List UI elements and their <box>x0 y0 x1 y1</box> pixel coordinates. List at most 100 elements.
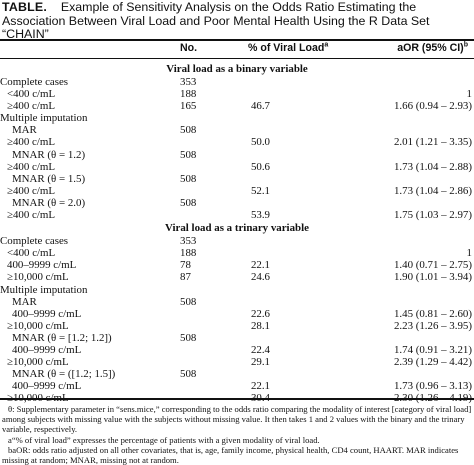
row-label: Multiple imputation <box>0 112 88 125</box>
footnote: θ: Supplementary parameter in “sens.mice… <box>2 404 472 435</box>
table-body: Viral load as a binary variable Complete … <box>0 62 474 404</box>
row-label: MAR <box>12 295 37 308</box>
table-row: MNAR (θ = [1.2; 1.2]) 508 <box>0 332 474 344</box>
cell-aor: 1.74 (0.91 – 3.21) <box>393 343 472 356</box>
row-label: ≥10,000 c/mL <box>7 356 69 369</box>
top-rule <box>0 39 474 41</box>
row-label: ≥10,000 c/mL <box>7 271 69 284</box>
row-label: ≥400 c/mL <box>7 160 56 173</box>
table-footnotes: θ: Supplementary parameter in “sens.mice… <box>2 404 472 465</box>
table-row: MAR 508 <box>0 296 474 308</box>
row-label: ≥10,000 c/mL <box>7 319 69 332</box>
cell-aor: 1.40 (0.71 – 2.75) <box>393 259 472 272</box>
cell-pct: 53.9 <box>250 209 270 222</box>
row-label: Multiple imputation <box>0 283 88 296</box>
row-label: MNAR (θ = 1.2) <box>12 148 86 161</box>
row-label: ≥400 c/mL <box>7 184 56 197</box>
cell-pct: 22.1 <box>250 380 270 393</box>
table-row: ≥400 c/mL 50.6 1.73 (1.04 – 2.88) <box>0 161 474 173</box>
cell-pct: 29.1 <box>250 356 270 369</box>
cell-aor: 1 <box>466 247 472 260</box>
row-label: MNAR (θ = 2.0) <box>12 196 86 209</box>
cell-pct: 24.6 <box>250 271 270 284</box>
cell-aor: 1.75 (1.03 – 2.97) <box>393 209 472 222</box>
header-pct-text: % of Viral Load <box>248 42 325 54</box>
table-caption: TABLE. Example of Sensitivity Analysis o… <box>2 0 470 42</box>
section-title: Viral load as a binary variable <box>166 63 308 75</box>
cell-no: 87 <box>180 271 191 284</box>
footnote: baOR: odds ratio adjusted on all other c… <box>2 444 459 465</box>
table-row: 400–9999 c/mL 22.1 1.73 (0.96 – 3.13) <box>0 380 474 392</box>
cell-no: 508 <box>180 295 197 308</box>
table-row: 400–9999 c/mL 22.4 1.74 (0.91 – 3.21) <box>0 344 474 356</box>
header-aor-text: aOR (95% CI) <box>397 42 464 54</box>
row-label: MAR <box>12 124 37 137</box>
row-label: <400 c/mL <box>7 247 56 260</box>
row-label: 400–9999 c/mL <box>7 259 77 272</box>
row-label: 400–9999 c/mL <box>12 307 82 320</box>
cell-no: 353 <box>180 235 197 248</box>
table-row: Multiple imputation <box>0 284 474 296</box>
table-row: Complete cases 353 <box>0 235 474 247</box>
cell-pct: 46.7 <box>250 100 270 113</box>
table-row: Complete cases 353 <box>0 76 474 88</box>
table-row: ≥400 c/mL 165 46.7 1.66 (0.94 – 2.93) <box>0 100 474 112</box>
cell-aor: 1.45 (0.81 – 2.60) <box>393 307 472 320</box>
table-row: <400 c/mL 188 1 <box>0 247 474 259</box>
row-label: ≥400 c/mL <box>7 136 56 149</box>
header-no: No. <box>180 41 197 55</box>
cell-pct: 52.1 <box>250 184 270 197</box>
cell-pct: 50.6 <box>250 160 270 173</box>
table-row: 400–9999 c/mL 78 22.1 1.40 (0.71 – 2.75) <box>0 259 474 271</box>
row-label: <400 c/mL <box>7 88 56 101</box>
table-row: <400 c/mL 188 1 <box>0 88 474 100</box>
table-row: MNAR (θ = 1.5) 508 <box>0 173 474 185</box>
table-row: 400–9999 c/mL 22.6 1.45 (0.81 – 2.60) <box>0 308 474 320</box>
row-label: Complete cases <box>0 235 69 248</box>
cell-no: 508 <box>180 196 197 209</box>
cell-aor: 1.73 (1.04 – 2.86) <box>393 184 472 197</box>
cell-no: 508 <box>180 172 197 185</box>
cell-aor: 1.90 (1.01 – 3.94) <box>393 271 472 284</box>
row-label: MNAR (θ = ([1.2; 1.5]) <box>12 368 116 381</box>
cell-aor: 1.66 (0.94 – 2.93) <box>393 100 472 113</box>
header-pct: % of Viral Loada <box>248 41 328 55</box>
cell-pct: 50.0 <box>250 136 270 149</box>
footnote: a“% of viral load” expresses the percent… <box>8 434 320 445</box>
header-aor-sup: b <box>463 41 468 49</box>
cell-pct: 22.6 <box>250 307 270 320</box>
cell-no: 165 <box>180 100 197 113</box>
cell-aor: 1 <box>466 88 472 101</box>
header-no-text: No. <box>180 42 198 54</box>
cell-pct: 22.1 <box>250 259 270 272</box>
section-title: Viral load as a trinary variable <box>165 222 309 235</box>
table-row: MAR 508 <box>0 124 474 136</box>
table-row: ≥10,000 c/mL 29.1 2.39 (1.29 – 4.42) <box>0 356 474 368</box>
cell-aor: 1.73 (0.96 – 3.13) <box>393 380 472 393</box>
table-row: ≥10,000 c/mL 28.1 2.23 (1.26 – 3.95) <box>0 320 474 332</box>
table-row: ≥400 c/mL 53.9 1.75 (1.03 – 2.97) <box>0 209 474 221</box>
caption-label: TABLE. <box>2 0 48 14</box>
row-label: Complete cases <box>0 76 69 88</box>
cell-pct: 22.4 <box>250 343 270 356</box>
cell-no: 353 <box>180 76 197 88</box>
caption-text: Example of Sensitivity Analysis on the O… <box>2 0 430 41</box>
table-row: MNAR (θ = 1.2) 508 <box>0 149 474 161</box>
cell-aor: 2.01 (1.21 – 3.35) <box>393 136 472 149</box>
cell-no: 188 <box>180 247 197 260</box>
cell-aor: 2.23 (1.26 – 3.95) <box>393 319 472 332</box>
cell-no: 508 <box>180 148 197 161</box>
row-label: 400–9999 c/mL <box>12 343 82 356</box>
row-label: MNAR (θ = [1.2; 1.2]) <box>12 331 112 344</box>
row-label: MNAR (θ = 1.5) <box>12 172 86 185</box>
cell-no: 188 <box>180 88 197 101</box>
cell-pct: 28.1 <box>250 319 270 332</box>
cell-aor: 2.39 (1.29 – 4.42) <box>393 356 472 369</box>
table-row: ≥400 c/mL 52.1 1.73 (1.04 – 2.86) <box>0 185 474 197</box>
table-row: ≥400 c/mL 50.0 2.01 (1.21 – 3.35) <box>0 136 474 148</box>
cell-aor: 1.73 (1.04 – 2.88) <box>393 160 472 173</box>
cell-no: 508 <box>180 124 197 137</box>
table-row: MNAR (θ = ([1.2; 1.5]) 508 <box>0 368 474 380</box>
header-pct-sup: a <box>324 41 329 49</box>
row-label: ≥400 c/mL <box>7 100 56 113</box>
